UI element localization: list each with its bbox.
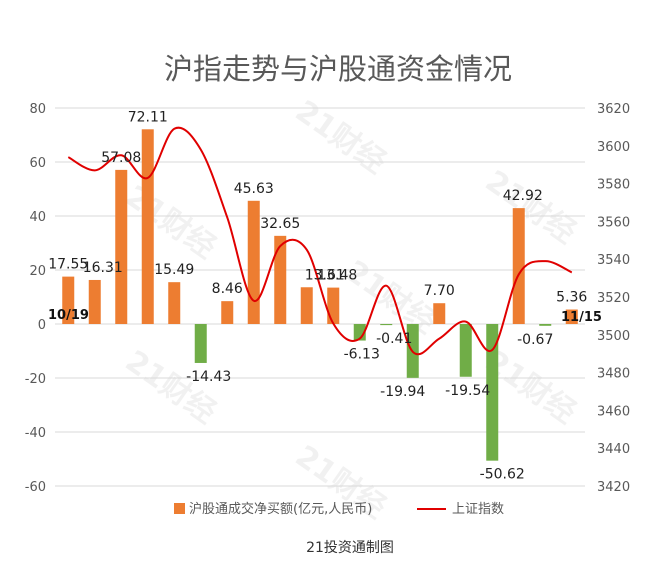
bar — [168, 282, 181, 324]
bar-value-label: 17.55 — [48, 257, 88, 273]
source-note: 21投资通制图 — [306, 540, 394, 556]
bar — [459, 324, 472, 377]
right-tick-label: 3600 — [597, 140, 630, 155]
right-tick-label: 3500 — [597, 329, 630, 344]
bar — [327, 287, 340, 324]
right-axis-ticks: 3420 3440 3460 3480 3500 3520 3540 3560 3580 3600… — [597, 102, 630, 495]
bar — [300, 287, 313, 324]
right-tick-label: 3560 — [597, 215, 630, 230]
left-tick-label: 80 — [29, 102, 46, 117]
bar — [247, 200, 260, 324]
left-tick-label: -20 — [25, 372, 46, 387]
legend-line-label: 上证指数 — [452, 502, 504, 517]
end-date-label: 11/15 — [561, 310, 602, 325]
line-series — [67, 126, 573, 356]
bar — [565, 309, 578, 324]
bar-value-label: 15.49 — [154, 262, 194, 278]
bar — [512, 208, 525, 324]
right-tick-label: 3620 — [597, 102, 630, 117]
left-tick-label: 40 — [29, 210, 46, 225]
right-tick-label: 3520 — [597, 291, 630, 306]
right-tick-label: 3580 — [597, 178, 630, 193]
chart-title: 沪指走势与沪股通资金情况 — [164, 52, 512, 86]
bar — [433, 303, 446, 324]
left-axis-ticks: -60 -40 -20 0 20 40 60 80 — [25, 102, 46, 495]
legend-bar-swatch — [174, 503, 185, 514]
bar-value-label: 32.65 — [260, 216, 300, 232]
bar — [141, 129, 154, 324]
watermark-text: 21财经 — [289, 94, 392, 181]
bar-value-label: 13.61 — [305, 267, 345, 283]
bar — [221, 301, 234, 324]
left-tick-label: -60 — [25, 480, 46, 495]
bar-value-label: -50.62 — [480, 467, 525, 483]
legend-bar-label: 沪股通成交净买额(亿元,人民币) — [189, 501, 372, 517]
left-tick-label: -40 — [25, 426, 46, 441]
watermark-text: 21财经 — [119, 179, 222, 266]
bar-value-label: 7.70 — [424, 283, 455, 299]
bar-value-label: 16.31 — [83, 260, 123, 276]
bar-value-label: 57.08 — [101, 150, 141, 166]
right-tick-label: 3420 — [597, 480, 630, 495]
bar-value-label: -6.13 — [344, 347, 380, 363]
bar-value-label: -19.94 — [380, 384, 425, 400]
legend: 沪股通成交净买额(亿元,人民币) 上证指数 — [174, 501, 504, 517]
bar-value-label: -0.67 — [517, 332, 553, 348]
right-tick-label: 3460 — [597, 404, 630, 419]
bar-value-label: 8.46 — [212, 281, 243, 297]
bar — [380, 324, 393, 326]
right-tick-label: 3540 — [597, 253, 630, 268]
bar-value-label: -19.54 — [445, 383, 490, 399]
bar-value-label: 5.36 — [556, 290, 587, 306]
bar — [62, 276, 75, 324]
start-date-label: 10/19 — [48, 308, 89, 323]
bar-value-label: 13.48 — [317, 268, 357, 284]
left-tick-label: 0 — [38, 318, 46, 333]
bar — [115, 169, 128, 324]
bar — [194, 324, 207, 363]
bar-value-label: 72.11 — [128, 109, 168, 125]
bar-value-label: 42.92 — [503, 188, 543, 204]
left-tick-label: 20 — [29, 264, 46, 279]
index-line — [67, 126, 573, 356]
right-tick-label: 3440 — [597, 442, 630, 457]
bar — [486, 324, 499, 461]
bar — [274, 235, 287, 324]
left-tick-label: 60 — [29, 156, 46, 171]
bar-value-label: -14.43 — [186, 369, 231, 385]
bar-value-label: -0.41 — [376, 331, 412, 347]
right-tick-label: 3480 — [597, 367, 630, 382]
watermark-text: 21财经 — [479, 164, 582, 251]
bar — [539, 324, 552, 326]
bar — [88, 279, 101, 324]
bar-value-label: 45.63 — [234, 181, 274, 197]
